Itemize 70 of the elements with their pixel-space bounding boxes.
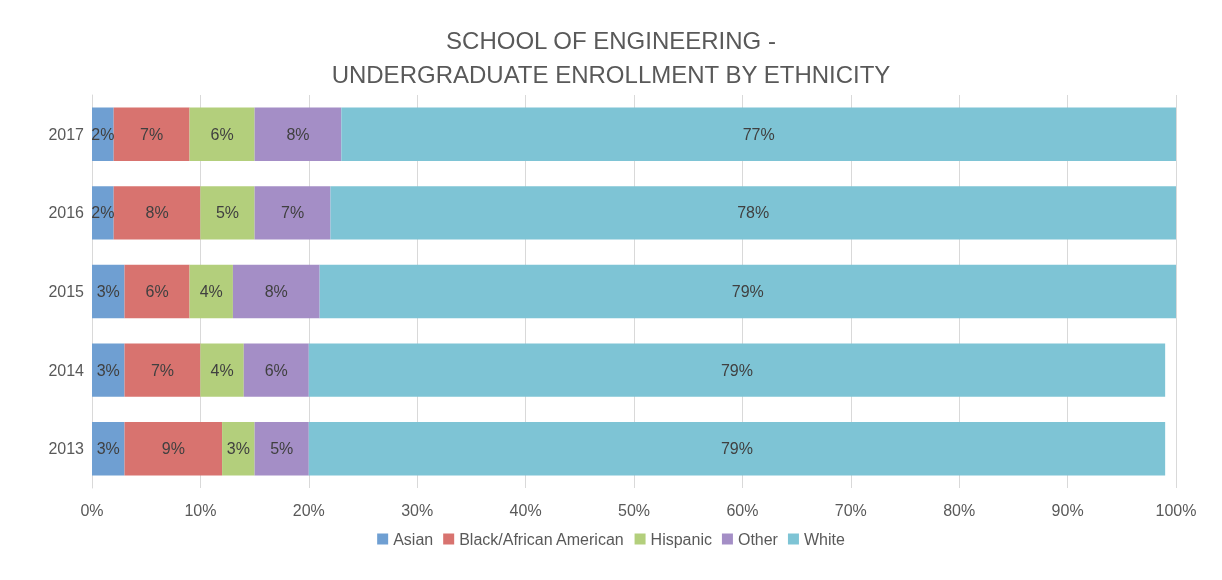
bar [124, 264, 190, 319]
data-label: 2% [91, 125, 115, 143]
x-tick-label: 10% [184, 501, 217, 519]
data-label: 7% [150, 361, 175, 379]
data-label: 8% [286, 125, 310, 143]
data-label: 4% [199, 283, 223, 300]
data-label: 3% [96, 283, 120, 300]
data-label: 79% [720, 440, 753, 458]
bar [113, 186, 201, 240]
data-label: 78% [737, 204, 770, 222]
bar [113, 107, 190, 162]
x-tick-label: 40% [509, 501, 542, 519]
data-label: 5% [215, 204, 240, 222]
x-tick-label: 50% [617, 501, 651, 519]
data-label: 5% [270, 440, 294, 458]
y-tick-label: 2016 [48, 204, 85, 222]
x-tick-label: 60% [726, 501, 759, 519]
bar [92, 343, 125, 397]
bar [243, 343, 309, 397]
data-label: 79% [731, 283, 764, 300]
legend-label: Other [737, 530, 779, 548]
x-tick-label: 20% [292, 501, 325, 519]
legend-label: White [803, 530, 845, 548]
y-tick-label: 2013 [48, 440, 85, 458]
x-tick-label: 70% [834, 501, 867, 519]
bar [254, 421, 309, 476]
y-tick-label: 2017 [48, 125, 85, 143]
bar [189, 107, 255, 162]
bar [124, 343, 201, 397]
bar [254, 107, 342, 162]
y-tick-label: 2014 [48, 361, 85, 379]
data-label: 7% [280, 204, 305, 222]
bar [232, 264, 320, 319]
bar [200, 343, 244, 397]
bar [92, 421, 125, 476]
bar [124, 421, 223, 476]
data-label: 6% [145, 283, 169, 300]
legend-label: Hispanic [650, 530, 712, 548]
data-label: 2% [91, 204, 115, 222]
data-label: 3% [96, 440, 120, 458]
data-label: 6% [210, 125, 234, 143]
data-label: 3% [96, 361, 120, 379]
data-label: 79% [720, 361, 753, 379]
bar [330, 186, 1176, 240]
data-label: 8% [264, 283, 288, 300]
data-label: 6% [264, 361, 288, 379]
bar [308, 421, 1166, 476]
data-label: 9% [161, 440, 185, 458]
bar [189, 264, 233, 319]
bar [254, 186, 331, 240]
bar [222, 421, 255, 476]
data-label: 4% [210, 361, 234, 379]
x-tick-label: 30% [401, 501, 434, 519]
x-tick-label: 100% [1155, 501, 1197, 519]
data-label: 3% [226, 440, 250, 458]
bar [92, 264, 125, 319]
legend-label: Black/African American [459, 530, 624, 548]
x-tick-label: 80% [943, 501, 976, 519]
bar [319, 264, 1176, 319]
chart-title: SCHOOL OF ENGINEERING - UNDERGRADUATE ENROLLMENT BY ETHNICITY [331, 26, 891, 88]
data-label: 7% [140, 125, 164, 143]
x-tick-label: 0% [80, 501, 104, 519]
x-tick-label: 90% [1051, 501, 1084, 519]
legend-label: Asian [393, 530, 434, 548]
bar [341, 107, 1176, 162]
data-label: 8% [145, 204, 169, 222]
bar [308, 343, 1166, 397]
bar [200, 186, 255, 240]
y-tick-label: 2015 [48, 283, 85, 300]
data-label: 77% [742, 125, 775, 143]
